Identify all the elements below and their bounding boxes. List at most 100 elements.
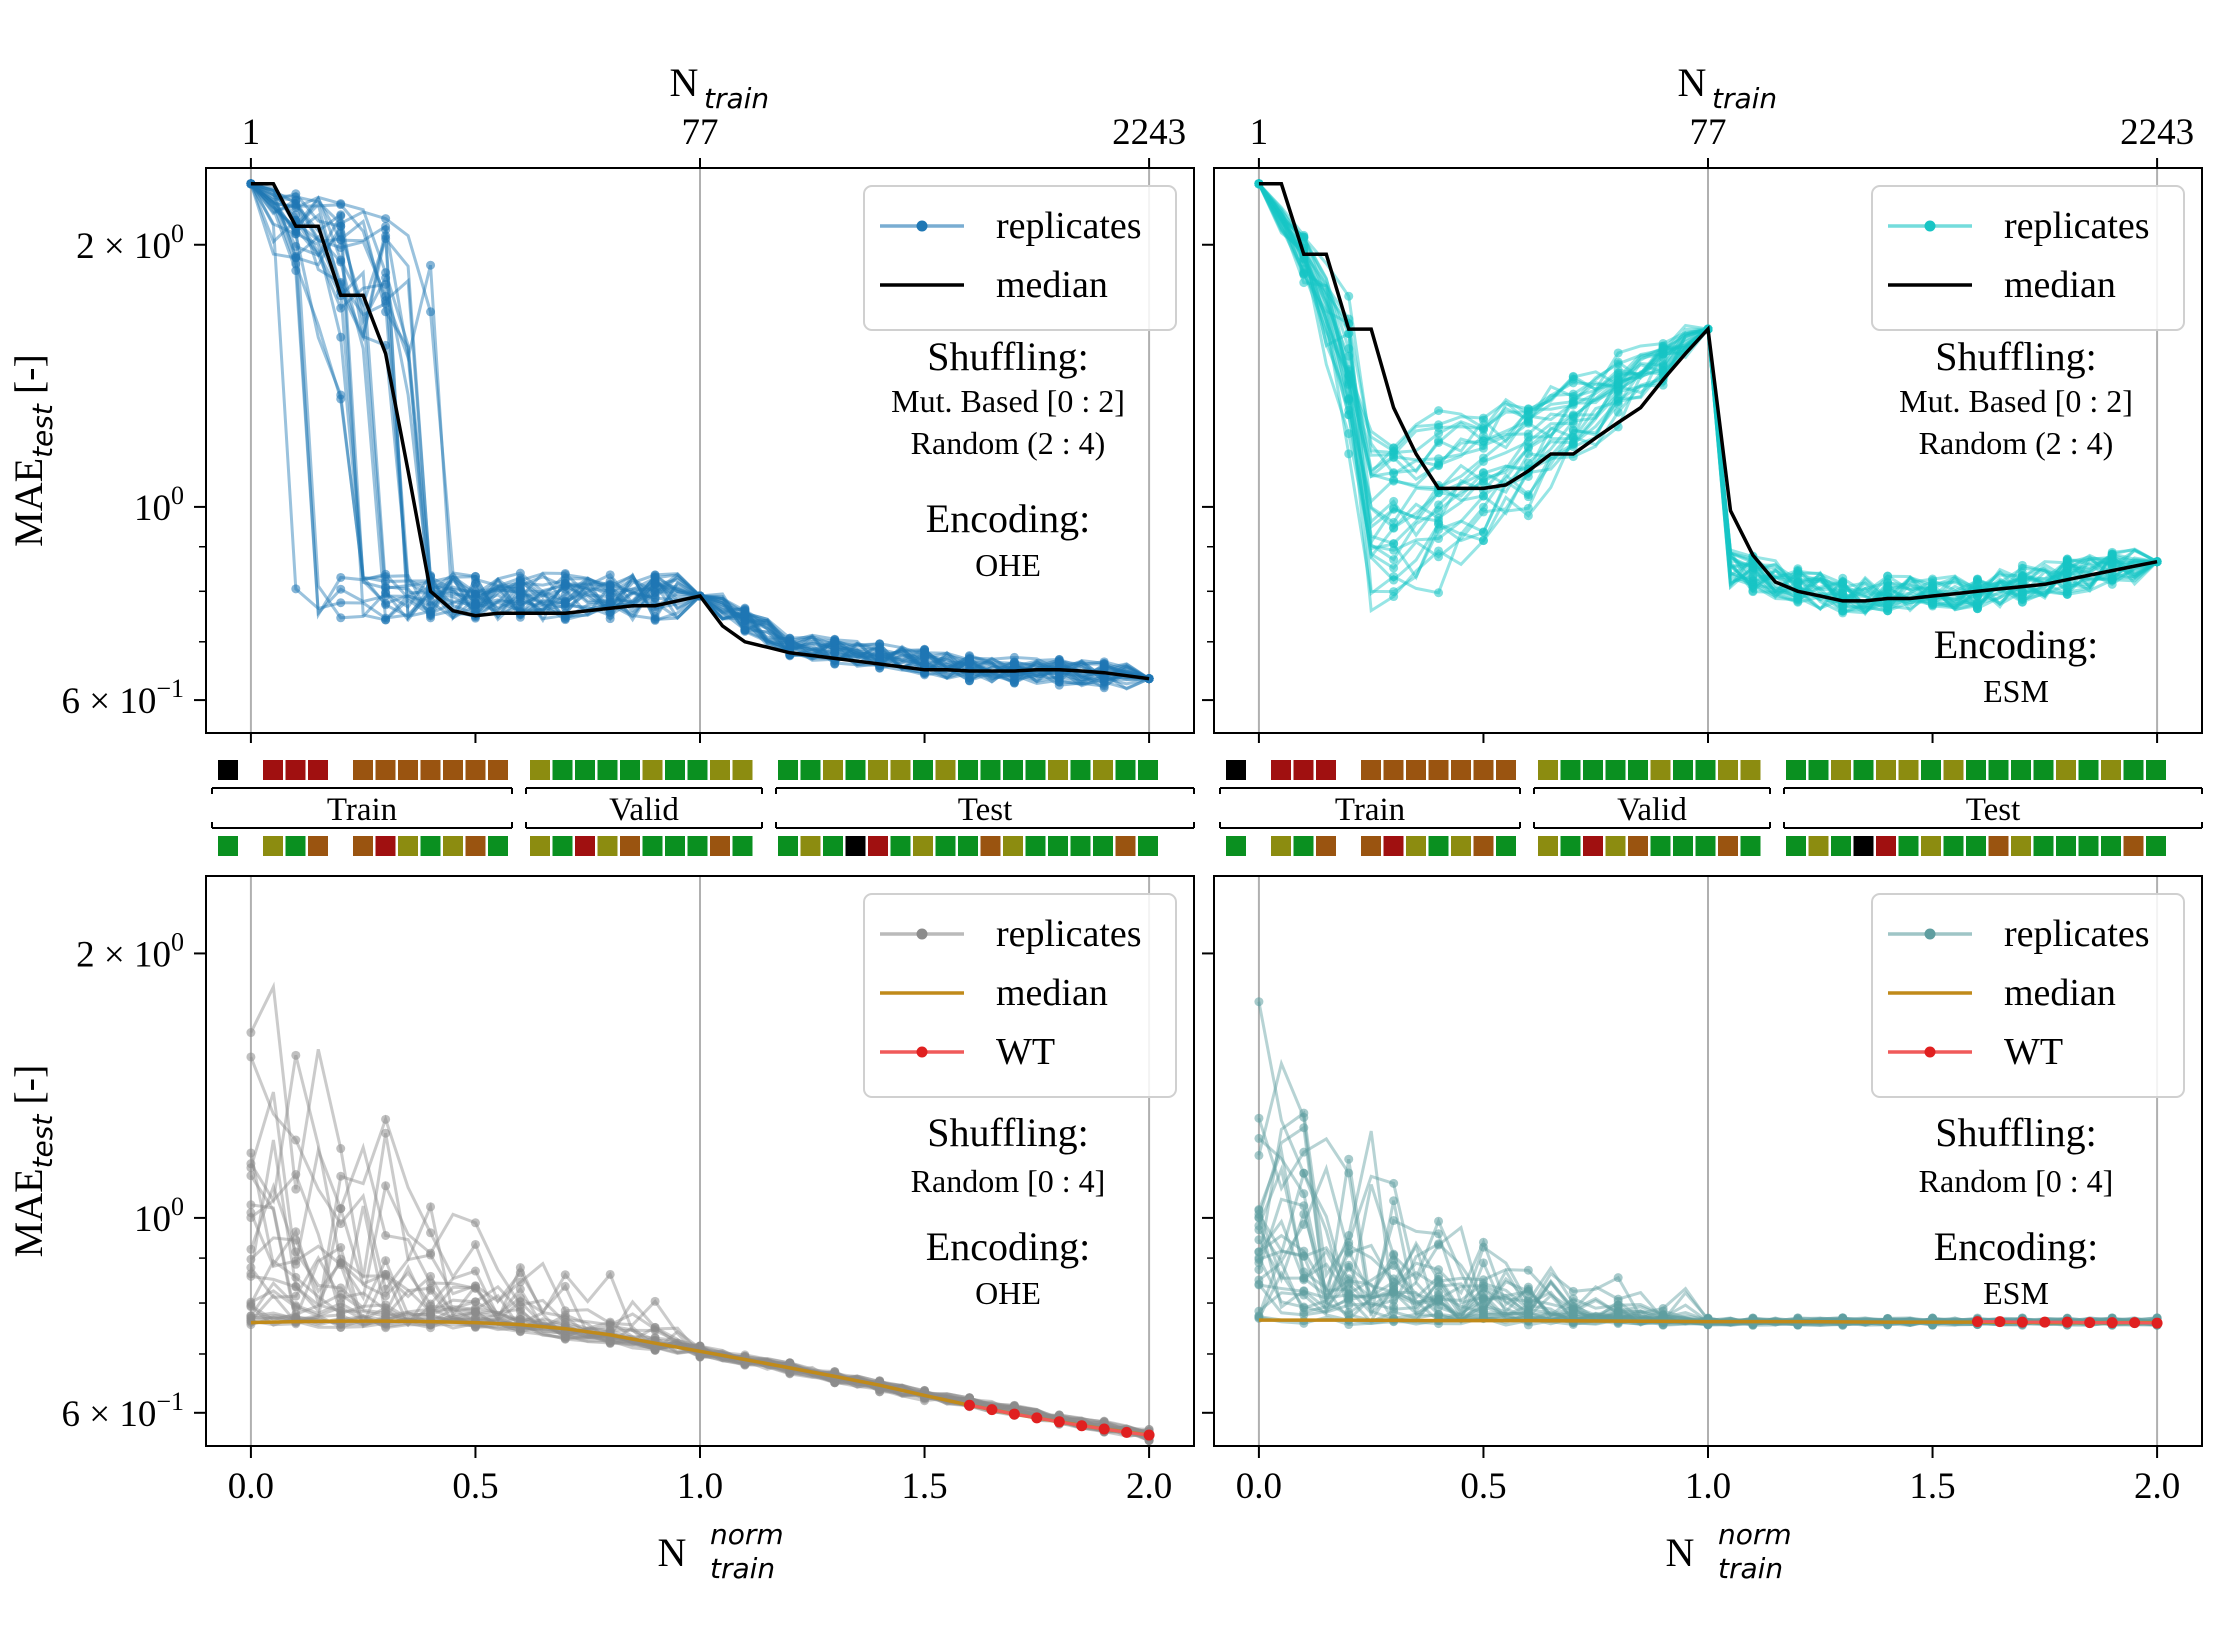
replicate-point — [1389, 555, 1399, 565]
strip-cell — [2033, 836, 2054, 856]
replicate-point — [605, 1269, 615, 1279]
strip-cell — [1718, 760, 1738, 780]
replicate-point — [426, 1271, 436, 1281]
replicate-point — [336, 243, 346, 253]
replicate-point — [1299, 1189, 1309, 1199]
encoding-title: Encoding: — [1934, 622, 2098, 667]
replicate-point — [1658, 359, 1668, 369]
replicate-point — [336, 1144, 346, 1154]
strip-cell — [1070, 760, 1091, 780]
strip-cell — [1538, 760, 1558, 780]
x-tick-label: 0.5 — [452, 1466, 498, 1507]
wt-point — [2106, 1317, 2118, 1329]
plot-area — [1254, 179, 2162, 618]
replicate-point — [1658, 367, 1668, 377]
replicate-point — [1344, 351, 1354, 361]
strip-cell — [1115, 760, 1136, 780]
encoding-title: Encoding: — [926, 1224, 1090, 1269]
strip-cell — [1003, 760, 1023, 780]
replicate-point — [1389, 468, 1399, 478]
encoding-value: OHE — [975, 1275, 1041, 1311]
x-tick-label: 1.5 — [1909, 1466, 1955, 1507]
strip-cell — [1943, 760, 1964, 780]
strip-cell — [1271, 836, 1291, 856]
x-tick-label: 0.5 — [1460, 1466, 1506, 1507]
replicate-point — [1344, 410, 1354, 420]
replicate-point — [1478, 415, 1488, 425]
strip-cell — [530, 760, 550, 780]
strip-cell — [465, 760, 486, 780]
strip-cell — [2101, 836, 2121, 856]
replicate-point — [1344, 1241, 1354, 1251]
x-tick-label: 0.0 — [1236, 1466, 1282, 1507]
segment-label: Train — [327, 792, 397, 828]
replicate-point — [1299, 1201, 1309, 1211]
shuffling-title: Shuffling: — [1935, 334, 2097, 379]
replicate-point — [650, 611, 660, 621]
wt-point — [2039, 1316, 2051, 1328]
strip-cell — [710, 836, 730, 856]
replicate-point — [1299, 230, 1309, 240]
replicate-point — [1389, 443, 1399, 453]
replicate-point — [1434, 546, 1444, 556]
strip-cell — [1786, 836, 1806, 856]
replicate-point — [1299, 1168, 1309, 1178]
wt-point — [1994, 1316, 2006, 1328]
wt-point — [2129, 1317, 2141, 1329]
replicate-point — [1434, 1229, 1444, 1239]
replicate-point — [1478, 1237, 1488, 1247]
replicate-point — [1523, 511, 1533, 521]
replicate-point — [1883, 601, 1893, 611]
replicate-point — [381, 1231, 391, 1241]
top-tick-label: 77 — [1690, 112, 1727, 153]
strip-cell — [845, 836, 866, 856]
strip-cell — [2101, 760, 2121, 780]
replicate-point — [1299, 1112, 1309, 1122]
legend-label: replicates — [996, 205, 1142, 247]
replicate-point — [381, 1291, 391, 1301]
replicate-point — [2107, 549, 2117, 559]
strip-cell — [353, 760, 373, 780]
replicate-point — [1299, 1267, 1309, 1277]
replicate-point — [1568, 418, 1578, 428]
replicate-point — [920, 652, 930, 662]
encoding-value: OHE — [975, 547, 1041, 583]
replicate-point — [1838, 589, 1848, 599]
legend-label: median — [996, 264, 1108, 306]
replicate-point — [336, 598, 346, 608]
replicate-point — [381, 214, 391, 224]
strip-cell — [958, 836, 978, 856]
replicate-point — [1254, 1150, 1264, 1160]
replicate-point — [1254, 997, 1264, 1007]
replicate-point — [650, 588, 660, 598]
strip-cell — [285, 760, 306, 780]
replicate-point — [336, 255, 346, 265]
strip-cell — [1406, 760, 1426, 780]
replicate-point — [381, 1114, 391, 1124]
shuffling-title: Shuffling: — [1935, 1110, 2097, 1155]
replicate-point — [605, 614, 615, 624]
replicate-point — [1299, 1147, 1309, 1157]
legend-label: median — [2004, 264, 2116, 306]
wt-point — [2061, 1316, 2073, 1328]
strip-cell — [1853, 836, 1874, 856]
strip-cell — [1831, 836, 1851, 856]
replicate-point — [1344, 429, 1354, 439]
replicate-point — [1299, 1286, 1309, 1296]
wt-point — [986, 1404, 998, 1416]
replicate-point — [1478, 527, 1488, 537]
replicate-point — [2107, 575, 2117, 585]
replicate-point — [1389, 592, 1399, 602]
replicate-point — [1613, 387, 1623, 397]
strip-cell — [980, 760, 1001, 780]
replicate-point — [336, 211, 346, 221]
strip-cell — [868, 760, 888, 780]
panel-3: 6 × 10−1 100 2 × 100 0.0 0.5 1.0 1.5 2.0 N trainn… — [6, 875, 1195, 1585]
x-tick-label: 0.0 — [228, 1466, 274, 1507]
replicate-point — [381, 1181, 391, 1191]
replicate-point — [470, 1266, 480, 1276]
replicate-point — [381, 613, 391, 623]
replicate-point — [1434, 437, 1444, 447]
replicate-point — [1523, 432, 1533, 442]
strip-cell — [263, 836, 283, 856]
